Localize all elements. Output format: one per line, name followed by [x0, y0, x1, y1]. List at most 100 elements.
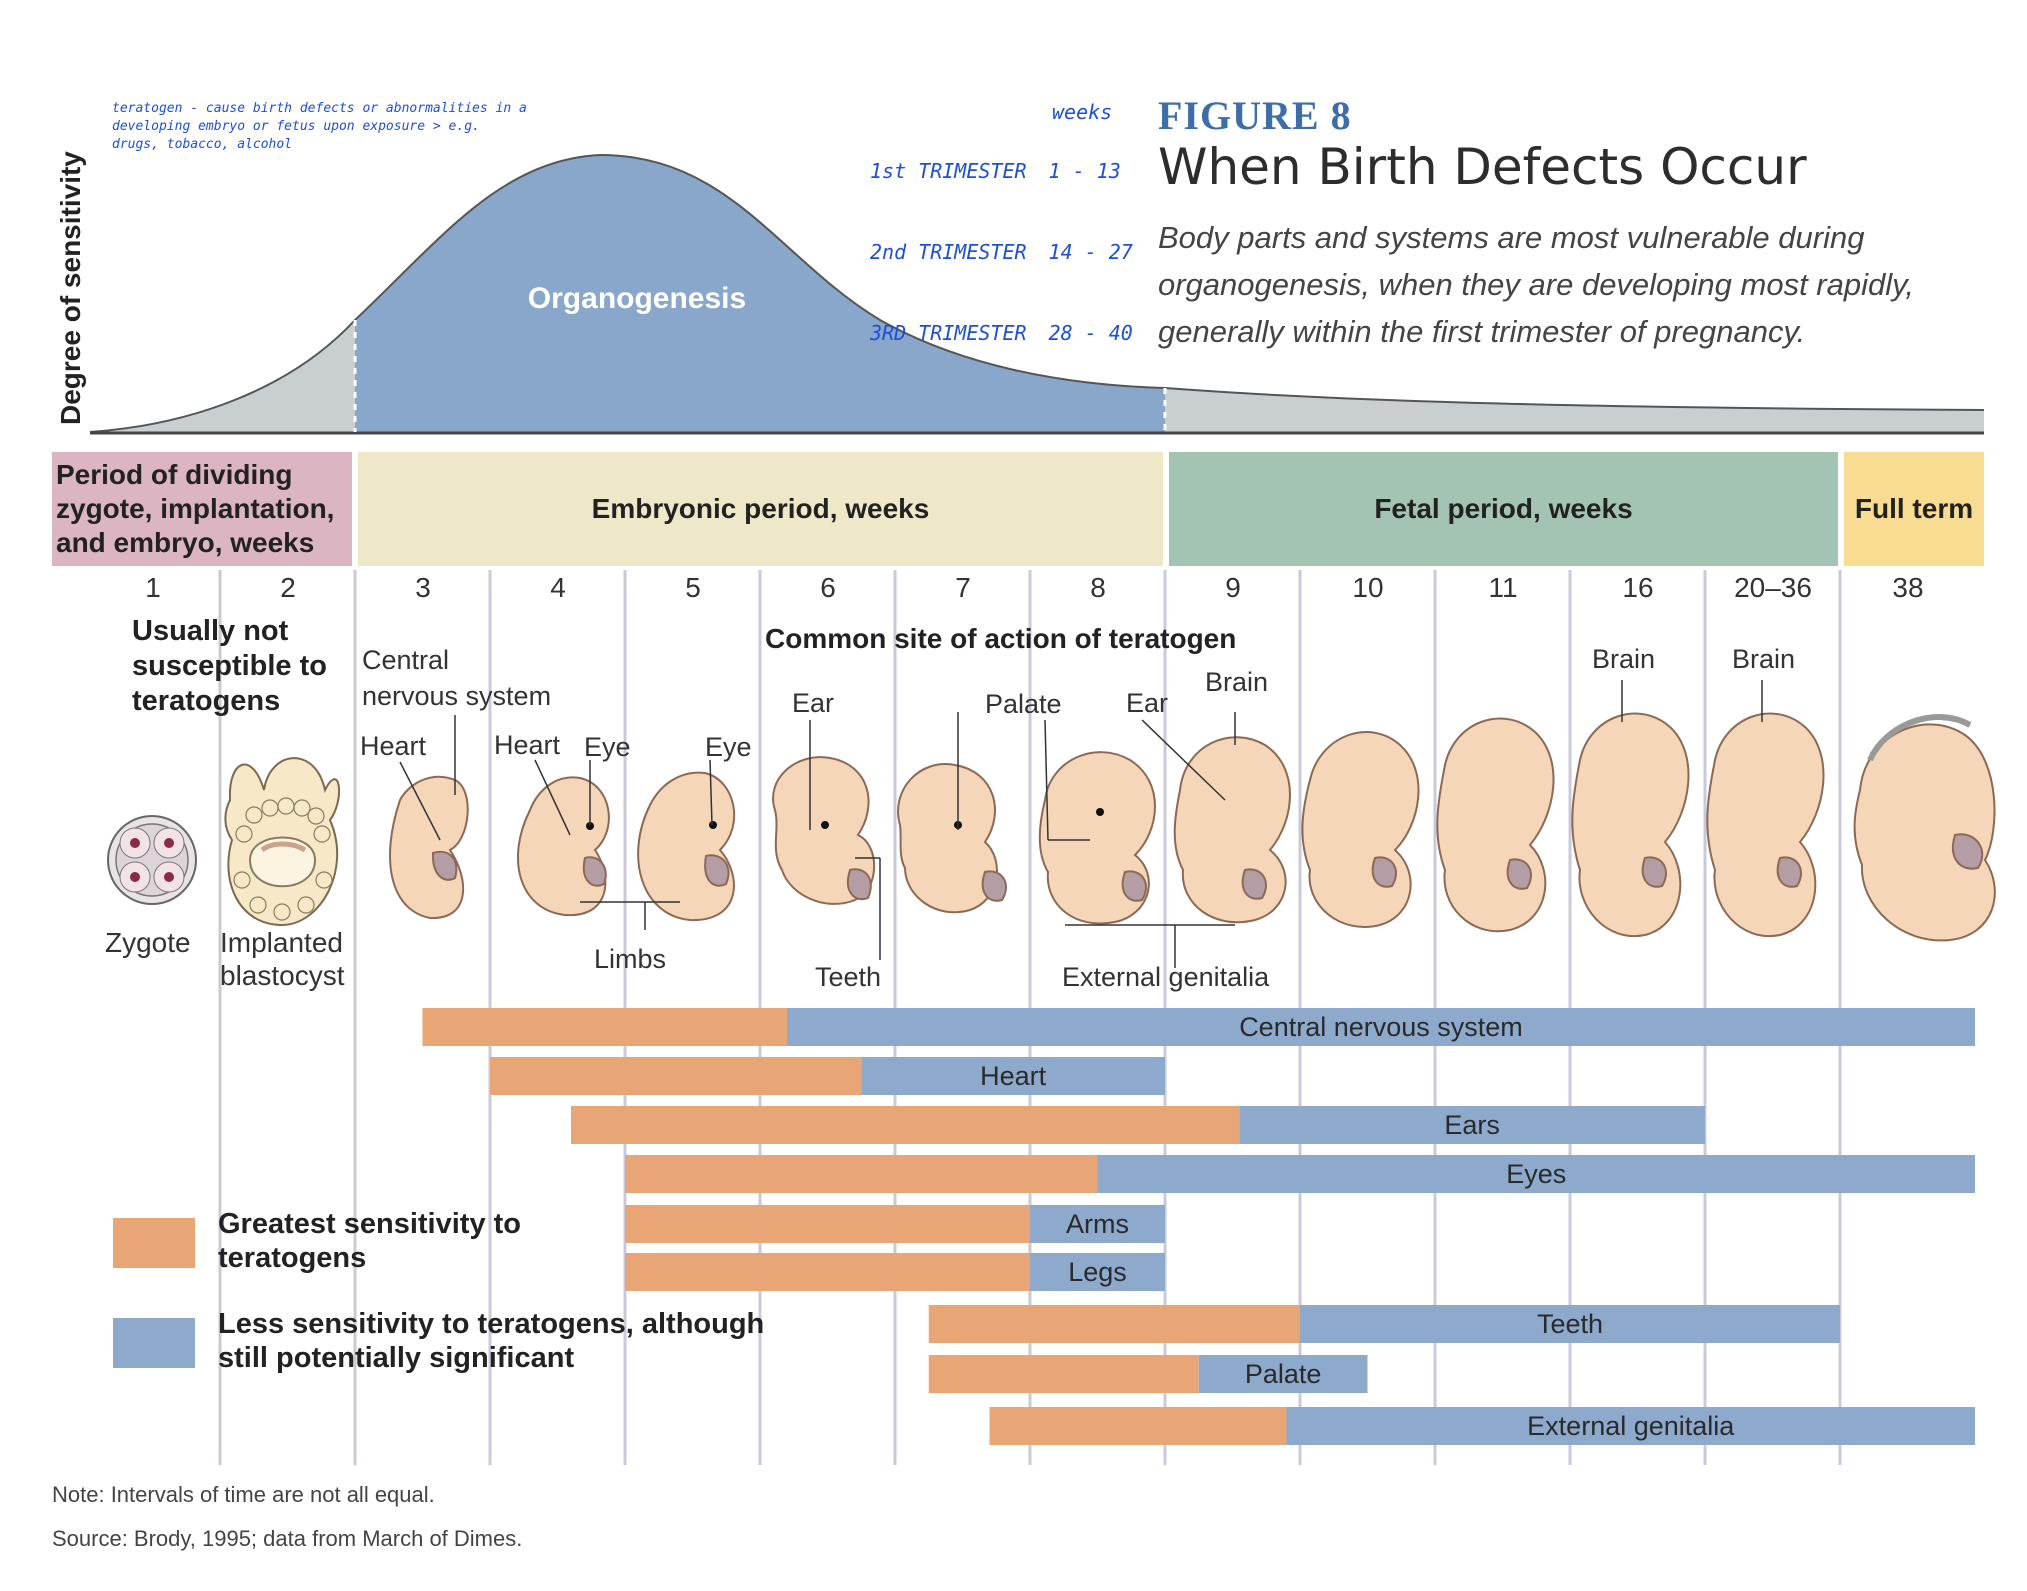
- bar-label: Legs: [1068, 1257, 1127, 1287]
- trimester-label: 1st TRIMESTER: [870, 159, 1027, 183]
- callout-lines: [399, 680, 1763, 968]
- bar-label: Ears: [1444, 1110, 1500, 1140]
- bar-label: Central nervous system: [1239, 1012, 1523, 1042]
- trimester-weeks: 1 - 13: [1048, 159, 1121, 183]
- embryo-illustrations: [389, 712, 1996, 942]
- organogenesis-label: Organogenesis: [528, 282, 746, 315]
- week-number: 5: [685, 572, 701, 603]
- legend-swatch-greatest: [113, 1218, 195, 1268]
- bar-less-segment: [1030, 1253, 1165, 1291]
- embryo-week-10: [1301, 731, 1420, 928]
- curve-outline: [89, 153, 1985, 433]
- week-number: 16: [1622, 572, 1653, 603]
- sensitivity-curve: Organogenesis Degree of sensitivity: [55, 151, 1985, 435]
- bar-less-segment: [1286, 1407, 1975, 1445]
- bar-label: Palate: [1245, 1359, 1322, 1389]
- blastocyst-label-line: blastocyst: [220, 960, 345, 991]
- curve-gray-tail: [1165, 388, 1984, 432]
- trimester-row: 1st TRIMESTER 1 - 13: [870, 158, 1133, 185]
- trimester-weeks: 28 - 40: [1048, 321, 1133, 345]
- bar-less-segment: [1300, 1305, 1840, 1343]
- week-number: 9: [1225, 572, 1241, 603]
- week-number: 7: [955, 572, 971, 603]
- period-bar-fetal: [1169, 452, 1838, 566]
- callout-labels: Central nervous system Heart Heart Eye E…: [360, 644, 1795, 992]
- not-susceptible-label: Usually not susceptible to teratogens: [132, 615, 327, 717]
- week-number: 10: [1352, 572, 1383, 603]
- week-number: 2: [280, 572, 296, 603]
- week-number: 11: [1488, 572, 1517, 603]
- figure-label: FIGURE 8: [1158, 93, 1352, 138]
- y-axis-label: Degree of sensitivity: [55, 151, 86, 425]
- bar-less-segment: [1030, 1205, 1165, 1243]
- period-bar-embryonic: [358, 452, 1163, 566]
- bar-greatest-segment: [625, 1155, 1098, 1193]
- callout-limbs: Limbs: [594, 944, 666, 974]
- trimester-weeks: 14 - 27: [1048, 240, 1133, 264]
- callout-brain: Brain: [1592, 644, 1655, 674]
- bar-less-segment: [861, 1057, 1165, 1095]
- embryo-week-3: [389, 775, 469, 920]
- callout-cns: Central: [362, 645, 449, 675]
- bar-less-segment: [787, 1008, 1975, 1046]
- callout-palate: Palate: [985, 689, 1062, 719]
- period-bar-full-term: [1844, 452, 1984, 566]
- blastocyst-illustration: [224, 757, 341, 927]
- period-label-fetal: Fetal period, weeks: [1374, 493, 1633, 524]
- embryo-week-9: [1173, 736, 1291, 924]
- bar-greatest-segment: [625, 1253, 1030, 1291]
- callout-cns: nervous system: [362, 681, 551, 711]
- callout-brain: Brain: [1732, 644, 1795, 674]
- bar-label: Eyes: [1506, 1159, 1566, 1189]
- figure-description: Body parts and systems are most vulnerab…: [1158, 220, 1914, 349]
- bar-label: Teeth: [1537, 1309, 1603, 1339]
- embryo-week-8: [1038, 751, 1156, 925]
- bar-greatest-segment: [928, 1305, 1300, 1343]
- week-number: 1: [145, 572, 161, 603]
- callout-heart: Heart: [360, 731, 427, 761]
- callout-brain: Brain: [1205, 667, 1268, 697]
- trimester-label: 3RD TRIMESTER: [870, 321, 1027, 345]
- bar-greatest-segment: [989, 1407, 1287, 1445]
- handwritten-trimesters: 1st TRIMESTER 1 - 13 2nd TRIMESTER 14 - …: [870, 104, 1133, 374]
- handwritten-weeks-header: weeks: [1052, 100, 1113, 124]
- legend-swatch-less: [113, 1318, 195, 1368]
- handwritten-teratogen-note: teratogen - cause birth defects or abnor…: [112, 101, 527, 152]
- callout-ear: Ear: [792, 688, 834, 718]
- embryo-week-20-36: [1706, 712, 1825, 938]
- bar-less-segment: [1097, 1155, 1975, 1193]
- period-bar-zygote: [52, 452, 352, 566]
- week-number: 3: [415, 572, 431, 603]
- bar-label: External genitalia: [1527, 1411, 1735, 1441]
- week-number: 38: [1892, 572, 1923, 603]
- bar-label: Arms: [1066, 1209, 1129, 1239]
- embryo-week-7: [897, 763, 1007, 914]
- legend-greatest-label: Greatest sensitivity to teratogens: [218, 1208, 521, 1274]
- common-site-heading: Common site of action of teratogen: [765, 623, 1236, 654]
- embryo-week-11: [1436, 717, 1555, 933]
- period-label-full-term: Full term: [1854, 493, 1974, 524]
- bar-less-segment: [1239, 1106, 1705, 1144]
- bar-less-segment: [1198, 1355, 1368, 1393]
- zygote-illustration: [107, 815, 197, 905]
- callout-ear: Ear: [1126, 688, 1168, 718]
- callout-eye: Eye: [584, 732, 631, 762]
- curve-gray-area: [90, 320, 355, 432]
- embryo-week-6: [772, 756, 876, 905]
- callout-genitalia: External genitalia: [1062, 962, 1270, 992]
- week-number: 6: [820, 572, 836, 603]
- trimester-row: 3RD TRIMESTER 28 - 40: [870, 320, 1133, 347]
- week-number: 4: [550, 572, 566, 603]
- interval-note: Note: Intervals of time are not all equa…: [52, 1482, 435, 1507]
- embryo-week-16: [1571, 712, 1690, 938]
- bar-greatest-segment: [422, 1008, 787, 1046]
- period-label-zygote: Period of dividing zygote, implantation,…: [56, 459, 335, 558]
- bar-greatest-segment: [571, 1106, 1240, 1144]
- callout-teeth: Teeth: [815, 962, 881, 992]
- callout-heart: Heart: [494, 730, 561, 760]
- week-number: 8: [1090, 572, 1106, 603]
- bar-greatest-segment: [928, 1355, 1199, 1393]
- zygote-label: Zygote: [105, 927, 191, 958]
